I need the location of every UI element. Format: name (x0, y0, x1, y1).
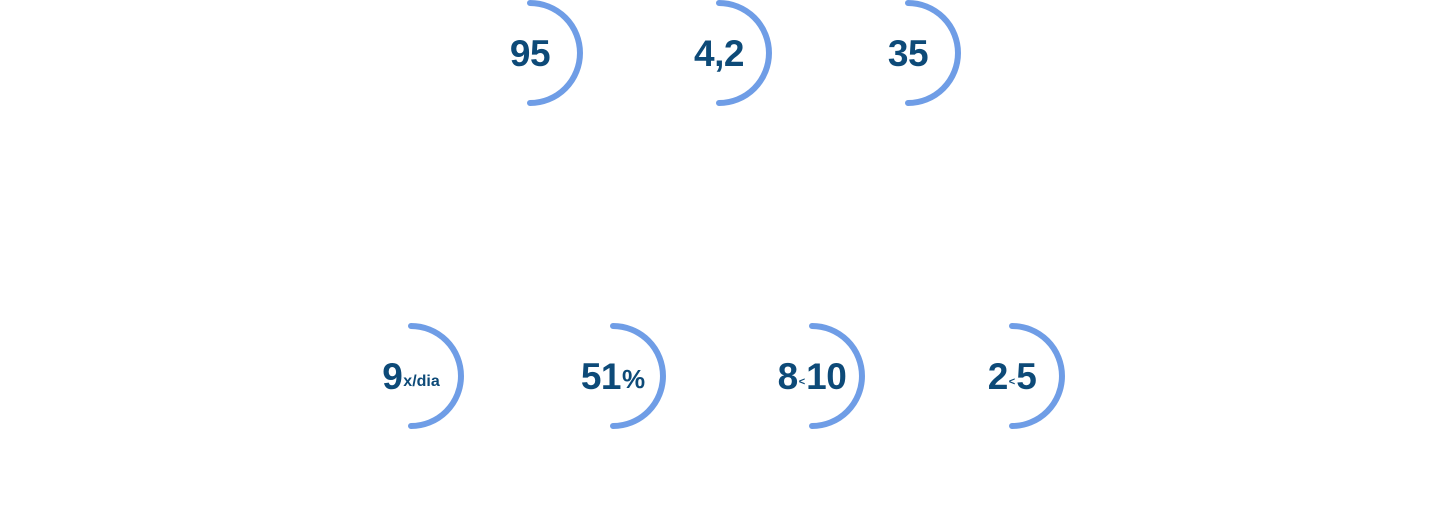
stat-2-lt-5: 2 < 5 (957, 321, 1067, 431)
stat-number: 35 (887, 32, 929, 74)
stat-number-b: 10 (806, 355, 847, 397)
stat-number-a: 2 (987, 355, 1009, 397)
stat-number: 95 (509, 32, 551, 74)
half-ring-arc (1009, 323, 1065, 429)
stat-suffix: x/dia (403, 373, 440, 390)
stat-value: 4,2 (664, 0, 774, 108)
stat-number-a: 8 (777, 355, 799, 397)
half-ring-arc (610, 323, 666, 429)
stat-value: 9 x/dia (356, 321, 466, 431)
stat-value: 2 < 5 (957, 321, 1067, 431)
stat-9-per-day: 9 x/dia (356, 321, 466, 431)
stat-number: 9 (382, 355, 403, 397)
half-ring-arc (809, 323, 865, 429)
stat-separator: < (1008, 375, 1016, 388)
stat-4-2: 4,2 (664, 0, 774, 108)
stat-8-lt-10: 8 < 10 (757, 321, 867, 431)
stat-separator: < (798, 375, 806, 388)
half-ring-arc (716, 0, 772, 106)
half-ring-arc (905, 0, 961, 106)
stat-suffix: % (622, 364, 646, 394)
stat-value: 35 (853, 0, 963, 108)
stat-35: 35 (853, 0, 963, 108)
stat-number-b: 5 (1016, 355, 1037, 397)
stat-number: 51 (580, 355, 622, 397)
stat-number: 4,2 (694, 32, 744, 74)
stat-value: 95 (475, 0, 585, 108)
half-ring-arc (527, 0, 583, 106)
half-ring-arc (408, 323, 464, 429)
stat-value: 8 < 10 (757, 321, 867, 431)
stat-95: 95 (475, 0, 585, 108)
stat-value: 51 % (558, 321, 668, 431)
stat-51-percent: 51 % (558, 321, 668, 431)
